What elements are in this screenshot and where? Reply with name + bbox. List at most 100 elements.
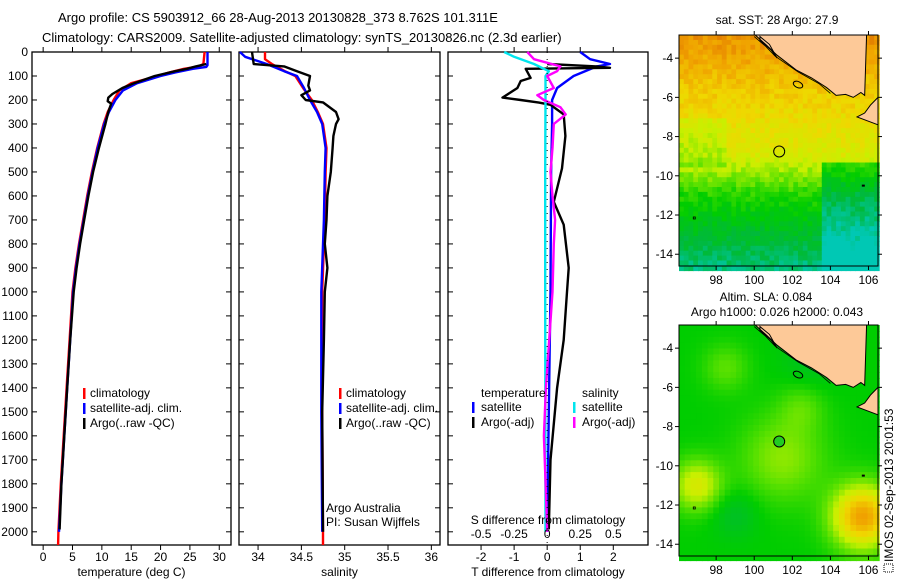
legend-swatch	[339, 418, 342, 429]
x-tick-label: 34.5	[290, 550, 314, 564]
s-tick-label: -0.25	[500, 527, 528, 541]
legend-swatch	[339, 388, 342, 399]
legend-swatch	[472, 417, 475, 428]
y-tick-label: 300	[8, 117, 28, 131]
lon-tick-label: 100	[744, 273, 764, 287]
legend-label: Argo(-adj)	[481, 415, 534, 429]
shelf-contour	[753, 36, 831, 94]
credit-text: PI: Susan Wijffels	[326, 515, 420, 529]
title-line-1: Argo profile: CS 5903912_66 28-Aug-2013 …	[58, 10, 498, 25]
legend-swatch	[83, 403, 86, 414]
map-title: sat. SST: 28 Argo: 27.9	[716, 13, 839, 27]
plot-frame	[238, 51, 441, 546]
y-tick-label: 1300	[1, 357, 28, 371]
series-salinity-argo-adj-	[526, 51, 567, 532]
legend-swatch	[573, 417, 576, 428]
enggano-island	[792, 370, 804, 379]
lon-tick-label: 106	[858, 563, 878, 577]
series-argo-raw-qc-	[58, 62, 207, 530]
lon-tick-label: 100	[744, 563, 764, 577]
lon-tick-label: 106	[858, 273, 878, 287]
y-tick-label: 1800	[1, 477, 28, 491]
panel-salinity: 34 34.5 35 35.5 36 salinity climatologysatelli…	[238, 47, 441, 579]
y-tick-label: 1000	[1, 285, 28, 299]
legend-swatch	[573, 402, 576, 413]
credit-text: Argo Australia	[326, 501, 401, 515]
lat-tick-label: -4	[662, 341, 673, 355]
legend-swatch	[83, 418, 86, 429]
lat-tick-label: -8	[662, 420, 673, 434]
lat-tick-label: -14	[656, 247, 674, 261]
legend-label: satellite-adj. clim.	[90, 401, 182, 415]
island-outline	[759, 35, 778, 59]
legend-swatch	[472, 402, 475, 413]
legend-label: Argo(..raw -QC)	[346, 416, 431, 430]
imos-stamp-text: IMOS 02-Sep-2013 20:01:53	[882, 408, 896, 562]
series-argo-raw-qc-	[250, 51, 340, 532]
map-sst: 98 100 102 104 106 -4 -6 -8 -10 -12 -14 sat. SST: 2…	[656, 13, 882, 287]
legend-label: climatology	[90, 386, 150, 400]
lat-tick-label: -6	[662, 90, 673, 104]
y-tick-label: 200	[8, 93, 28, 107]
argo-position-marker	[773, 435, 786, 448]
s-tick-label: -0.5	[471, 527, 492, 541]
y-tick-label: 500	[8, 165, 28, 179]
island-outline	[759, 325, 778, 349]
christmas-island	[861, 184, 865, 187]
y-tick-label: 1900	[1, 501, 28, 515]
y-tick-label: 1200	[1, 333, 28, 347]
legend-label: temperature	[481, 386, 546, 400]
lat-tick-label: -4	[662, 51, 673, 65]
y-tick-label: 100	[8, 69, 28, 83]
imos-logo-icon	[883, 563, 894, 573]
lat-tick-label: -6	[662, 380, 673, 394]
lat-tick-label: -12	[656, 498, 674, 512]
y-tick-label: 1700	[1, 453, 28, 467]
series-temperature-argo-adj-	[501, 62, 612, 530]
x-axis-label: temperature (deg C)	[77, 565, 185, 579]
y-tick-label: 700	[8, 213, 28, 227]
series-salinity-satellite	[503, 50, 550, 532]
x-tick-label: 5	[69, 550, 76, 564]
y-tick-label: 1600	[1, 429, 28, 443]
x-tick-label: 20	[154, 550, 168, 564]
s-tick-label: 0	[544, 527, 551, 541]
lon-tick-label: 104	[820, 273, 840, 287]
cocos-islands	[692, 216, 696, 220]
x-tick-label: -2	[476, 550, 487, 564]
x-tick-label: 34	[251, 550, 265, 564]
x-axis-label: salinity	[321, 565, 358, 579]
lon-tick-label: 98	[709, 273, 723, 287]
map-frame	[678, 324, 879, 557]
imos-stamp: IMOS 02-Sep-2013 20:01:53	[882, 408, 896, 573]
shelf-contour	[753, 326, 831, 384]
lat-tick-label: -14	[656, 537, 674, 551]
christmas-island	[861, 474, 865, 477]
y-tick-label: 400	[8, 141, 28, 155]
x-tick-label: 30	[213, 550, 227, 564]
lon-tick-label: 102	[782, 563, 802, 577]
map-frame	[678, 34, 879, 267]
land	[753, 324, 879, 416]
lon-tick-label: 102	[782, 273, 802, 287]
cocos-islands	[692, 506, 696, 510]
x-tick-label: 1	[577, 550, 584, 564]
lat-tick-label: -12	[656, 208, 674, 222]
y-tick-label: 2000	[1, 525, 28, 539]
title-line-2: Climatology: CARS2009. Satellite-adjuste…	[42, 30, 562, 45]
x-tick-label: 10	[95, 550, 109, 564]
x-tick-label: 35.5	[376, 550, 400, 564]
legend-swatch	[83, 388, 86, 399]
x-tick-label: 25	[183, 550, 197, 564]
legend-label: climatology	[346, 386, 406, 400]
y-tick-label: 1100	[2, 309, 28, 323]
land	[753, 34, 879, 126]
x-tick-label: 15	[125, 550, 139, 564]
y-tick-label: 800	[8, 237, 28, 251]
legend-label: Argo(..raw -QC)	[90, 416, 175, 430]
x-tick-label: 0	[40, 550, 47, 564]
map-subtitle: Argo h1000: 0.026 h2000: 0.043	[691, 305, 863, 319]
map-sla: 98 100 102 104 106 -4 -6 -8 -10 -12 -14 Altim. SLA:…	[656, 290, 882, 577]
x-axis-label: T difference from climatology	[471, 565, 625, 579]
lon-tick-label: 98	[709, 563, 723, 577]
